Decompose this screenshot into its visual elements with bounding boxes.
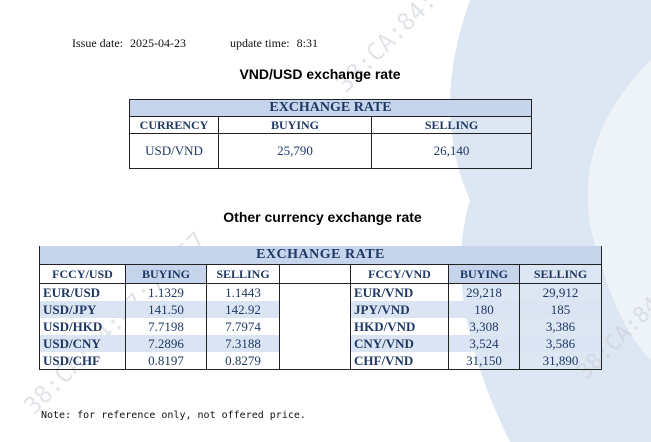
selling-cell: 29,912 bbox=[519, 283, 602, 301]
issue-label: Issue date: bbox=[72, 36, 123, 50]
selling-cell: 31,890 bbox=[519, 352, 602, 370]
pair-cell: USD/HKD bbox=[39, 318, 126, 335]
buying-cell: 1.1329 bbox=[125, 283, 207, 301]
column-header: BUYING bbox=[125, 264, 207, 284]
column-header: CURRENCY bbox=[129, 116, 219, 134]
selling-cell: 7.7974 bbox=[206, 318, 280, 335]
issue-date: 2025-04-23 bbox=[129, 36, 186, 50]
table-row: USD/JPY 141.50 142.92 JPY/VND 180 185 bbox=[39, 301, 602, 318]
pair-cell: CNY/VND bbox=[350, 335, 449, 352]
buying-cell: 25,790 bbox=[218, 133, 372, 169]
column-header: BUYING bbox=[448, 264, 520, 284]
spacer-cell bbox=[279, 283, 351, 301]
pair-cell: USD/JPY bbox=[39, 301, 126, 318]
disclaimer-note: Note: for reference only, not offered pr… bbox=[41, 410, 306, 421]
other-rate-table: EXCHANGE RATE FCCY/USD BUYING SELLING FC… bbox=[39, 246, 602, 370]
spacer-cell bbox=[279, 264, 351, 284]
buying-cell: 7.7198 bbox=[125, 318, 207, 335]
table-caption: EXCHANGE RATE bbox=[39, 246, 602, 265]
spacer-cell bbox=[279, 318, 351, 335]
selling-cell: 142.92 bbox=[206, 301, 280, 318]
table-row: USD/VND 25,790 26,140 bbox=[129, 133, 532, 169]
buying-cell: 31,150 bbox=[448, 352, 520, 370]
column-header: BUYING bbox=[218, 116, 372, 134]
pair-cell: EUR/VND bbox=[350, 283, 449, 301]
spacer-cell bbox=[279, 352, 351, 370]
selling-cell: 1.1443 bbox=[206, 283, 280, 301]
table-row: USD/HKD 7.7198 7.7974 HKD/VND 3,308 3,38… bbox=[39, 318, 602, 335]
selling-cell: 185 bbox=[519, 301, 602, 318]
pair-cell: HKD/VND bbox=[350, 318, 449, 335]
buying-cell: 7.2896 bbox=[125, 335, 207, 352]
issue-info: Issue date: 2025-04-23 update time: 8:31 bbox=[72, 36, 322, 51]
table-row: USD/CHF 0.8197 0.8279 CHF/VND 31,150 31,… bbox=[39, 352, 602, 370]
pair-cell: EUR/USD bbox=[39, 283, 126, 301]
buying-cell: 3,524 bbox=[448, 335, 520, 352]
spacer-cell bbox=[279, 301, 351, 318]
selling-cell: 3,386 bbox=[519, 318, 602, 335]
buying-cell: 180 bbox=[448, 301, 520, 318]
column-header: SELLING bbox=[206, 264, 280, 284]
pair-cell: USD/CNY bbox=[39, 335, 126, 352]
column-header: FCCY/VND bbox=[350, 264, 449, 284]
column-header: SELLING bbox=[519, 264, 602, 284]
buying-cell: 141.50 bbox=[125, 301, 207, 318]
buying-cell: 0.8197 bbox=[125, 352, 207, 370]
update-label: update time: bbox=[229, 36, 290, 50]
spacer-cell bbox=[279, 335, 351, 352]
selling-cell: 26,140 bbox=[371, 133, 532, 169]
table-row: USD/CNY 7.2896 7.3188 CNY/VND 3,524 3,58… bbox=[39, 335, 602, 352]
selling-cell: 0.8279 bbox=[206, 352, 280, 370]
selling-cell: 7.3188 bbox=[206, 335, 280, 352]
usd-rate-table: EXCHANGE RATE CURRENCY BUYING SELLING US… bbox=[129, 99, 532, 169]
column-header: FCCY/USD bbox=[39, 264, 126, 284]
pair-cell: CHF/VND bbox=[350, 352, 449, 370]
column-header: SELLING bbox=[371, 116, 532, 134]
currency-cell: USD/VND bbox=[129, 133, 219, 169]
pair-cell: USD/CHF bbox=[39, 352, 126, 370]
buying-cell: 29,218 bbox=[448, 283, 520, 301]
table-row: EUR/USD 1.1329 1.1443 EUR/VND 29,218 29,… bbox=[39, 283, 602, 301]
usd-section-title: VND/USD exchange rate bbox=[239, 66, 401, 82]
update-time: 8:31 bbox=[296, 36, 318, 50]
table-caption: EXCHANGE RATE bbox=[129, 99, 532, 117]
other-section-title: Other currency exchange rate bbox=[223, 209, 422, 225]
pair-cell: JPY/VND bbox=[350, 301, 449, 318]
selling-cell: 3,586 bbox=[519, 335, 602, 352]
buying-cell: 3,308 bbox=[448, 318, 520, 335]
